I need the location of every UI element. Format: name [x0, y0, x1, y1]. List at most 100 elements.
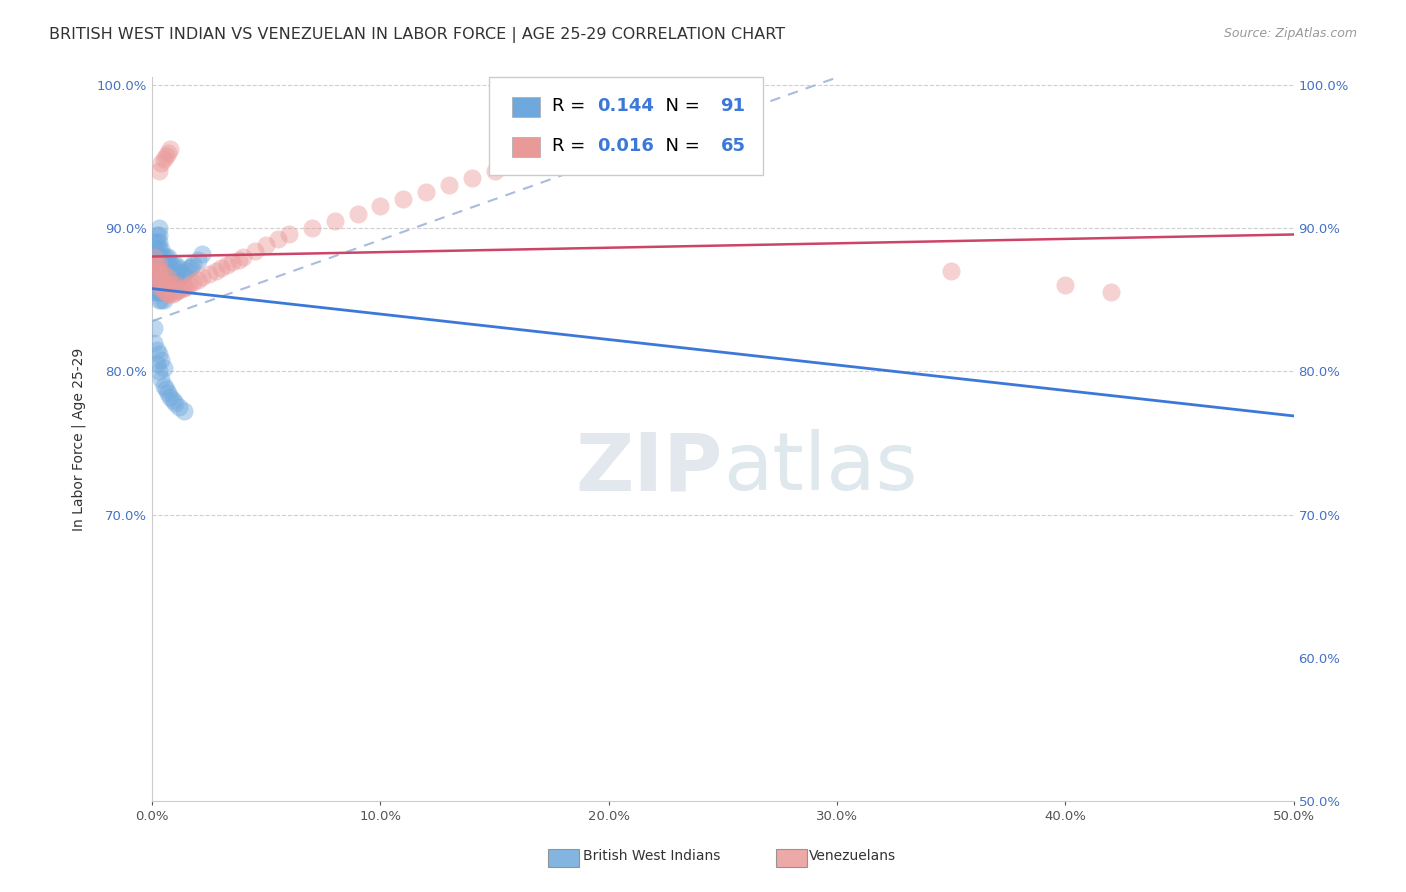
- Point: [157, 146, 180, 161]
- Point: [176, 264, 198, 278]
- Point: [159, 390, 181, 404]
- Point: [148, 257, 170, 271]
- Point: [392, 192, 415, 206]
- Point: [177, 261, 200, 276]
- Point: [150, 257, 173, 271]
- Point: [176, 279, 198, 293]
- Text: 0.016: 0.016: [598, 137, 654, 155]
- Text: R =: R =: [551, 137, 591, 155]
- Point: [143, 257, 166, 271]
- Point: [155, 149, 177, 163]
- Point: [148, 243, 170, 257]
- FancyBboxPatch shape: [512, 136, 540, 157]
- Point: [301, 221, 323, 235]
- Point: [159, 271, 181, 285]
- Point: [163, 274, 186, 288]
- Point: [150, 371, 173, 385]
- Point: [181, 276, 204, 290]
- Point: [155, 276, 177, 290]
- Text: 65: 65: [720, 137, 745, 155]
- Point: [232, 250, 254, 264]
- Point: [148, 264, 170, 278]
- Point: [150, 267, 173, 281]
- Point: [145, 243, 167, 257]
- Point: [150, 352, 173, 367]
- Point: [187, 252, 209, 267]
- Point: [150, 243, 173, 257]
- Text: ZIP: ZIP: [575, 429, 723, 508]
- Point: [152, 257, 174, 271]
- Point: [143, 321, 166, 335]
- Point: [155, 285, 177, 300]
- Point: [148, 364, 170, 378]
- Point: [209, 261, 232, 276]
- Point: [145, 271, 167, 285]
- Text: N =: N =: [654, 137, 706, 155]
- Point: [155, 271, 177, 285]
- Point: [152, 264, 174, 278]
- Point: [143, 257, 166, 271]
- Point: [198, 267, 221, 281]
- Point: [157, 271, 180, 285]
- Point: [221, 255, 243, 269]
- Point: [152, 284, 174, 298]
- Point: [145, 264, 167, 278]
- Point: [150, 281, 173, 295]
- Point: [157, 257, 180, 271]
- Point: [415, 185, 437, 199]
- Point: [145, 357, 167, 371]
- Point: [163, 265, 186, 279]
- Point: [157, 285, 180, 300]
- Point: [191, 269, 214, 284]
- Point: [170, 281, 193, 295]
- Point: [150, 264, 173, 278]
- Point: [157, 287, 180, 301]
- Point: [266, 232, 288, 246]
- Point: [243, 244, 266, 258]
- Point: [162, 276, 184, 290]
- Point: [148, 235, 170, 250]
- Point: [173, 281, 195, 295]
- Point: [143, 335, 166, 350]
- Point: [145, 250, 167, 264]
- Point: [152, 250, 174, 264]
- Point: [150, 274, 173, 288]
- Point: [155, 250, 177, 264]
- Point: [1099, 285, 1122, 300]
- Point: [143, 264, 166, 278]
- Point: [162, 267, 184, 281]
- Point: [143, 250, 166, 264]
- Point: [148, 221, 170, 235]
- Point: [159, 278, 181, 293]
- Point: [148, 163, 170, 178]
- Point: [145, 278, 167, 293]
- Point: [155, 285, 177, 300]
- Point: [155, 382, 177, 396]
- Point: [163, 277, 186, 291]
- Point: [162, 392, 184, 407]
- Point: [150, 285, 173, 300]
- Point: [169, 269, 191, 284]
- Point: [155, 264, 177, 278]
- Point: [180, 260, 202, 274]
- Bar: [548, 849, 579, 867]
- Point: [143, 235, 166, 250]
- Point: [148, 250, 170, 264]
- Text: Source: ZipAtlas.com: Source: ZipAtlas.com: [1223, 27, 1357, 40]
- Point: [152, 285, 174, 300]
- Y-axis label: In Labor Force | Age 25-29: In Labor Force | Age 25-29: [72, 348, 86, 531]
- Text: atlas: atlas: [723, 429, 917, 508]
- Point: [145, 257, 167, 271]
- Point: [170, 268, 193, 283]
- Point: [157, 250, 180, 264]
- Point: [346, 207, 368, 221]
- Point: [152, 276, 174, 290]
- Text: BRITISH WEST INDIAN VS VENEZUELAN IN LABOR FORCE | AGE 25-29 CORRELATION CHART: BRITISH WEST INDIAN VS VENEZUELAN IN LAB…: [49, 27, 786, 43]
- Point: [143, 285, 166, 300]
- Text: 0.144: 0.144: [598, 97, 654, 115]
- Point: [228, 252, 250, 267]
- Point: [939, 264, 962, 278]
- Point: [145, 285, 167, 300]
- Point: [150, 271, 173, 285]
- Point: [159, 142, 181, 156]
